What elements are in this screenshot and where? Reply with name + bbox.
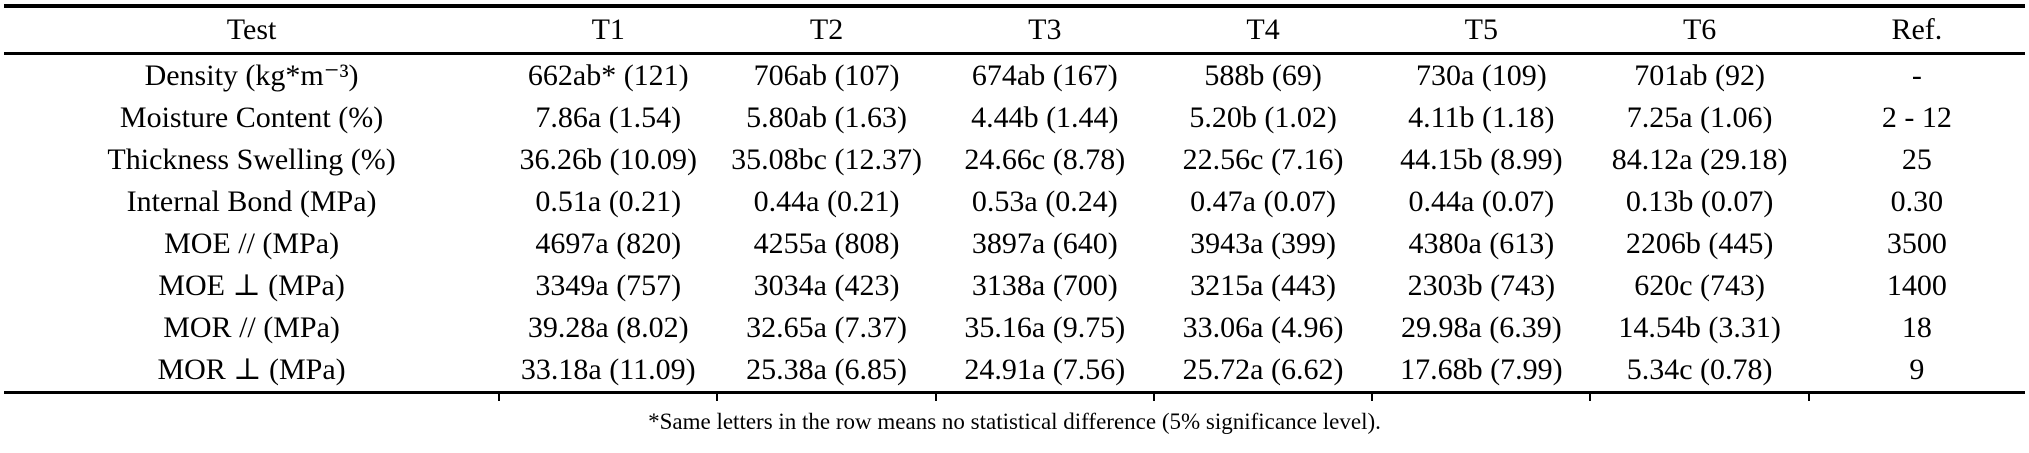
table-cell: 9 [1909, 353, 1925, 386]
header-cell-t4: T4 [1153, 6, 1373, 55]
table-cell: 4.44b (1.44) [971, 101, 1119, 134]
table-cell: 14.54b (3.31) [1618, 311, 1781, 344]
tick-cell [934, 391, 1154, 401]
table-cell: 18 [1901, 311, 1932, 344]
table-cell: 4.11b (1.18) [1408, 101, 1555, 134]
table-footnote: *Same letters in the row means no statis… [648, 409, 1381, 434]
tick-cell [4, 391, 500, 401]
tick-cell [716, 391, 936, 401]
header-cell-t5: T5 [1372, 6, 1591, 55]
table-cell: 7.25a (1.06) [1626, 101, 1773, 134]
table-cell: 0.44a (0.07) [1408, 185, 1555, 218]
table-cell: 3500 [1886, 227, 1947, 260]
table-cell: 0.30 [1890, 185, 1944, 218]
table-cell: 35.16a (9.75) [964, 311, 1126, 344]
table-row-mor-perpendicular: MOR ⊥ (MPa) 33.18a (11.09) 25.38a (6.85)… [4, 349, 2025, 393]
row-label: MOR // (MPa) [163, 311, 340, 344]
table-cell: 4255a (808) [753, 227, 900, 260]
table-cell: 3215a (443) [1190, 269, 1336, 302]
table-cell: 0.13b (0.07) [1625, 185, 1774, 218]
header-cell-t2: T2 [717, 6, 936, 55]
bottom-rule-column-ticks [4, 391, 2025, 401]
table-body: Density (kg*m⁻³) 662ab* (121) 706ab (107… [4, 54, 2025, 401]
table-cell: 1400 [1886, 269, 1947, 302]
table-cell: 39.28a (8.02) [527, 311, 689, 344]
table-row-moe-parallel: MOE // (MPa) 4697a (820) 4255a (808) 389… [4, 223, 2025, 265]
table-cell: - [1911, 59, 1922, 92]
table-cell: 5.20b (1.02) [1189, 101, 1337, 134]
table-cell: 588b (69) [1204, 59, 1322, 92]
table-cell: 2303b (743) [1407, 269, 1556, 302]
table-cell: 3897a (640) [971, 227, 1118, 260]
table-cell: 25.72a (6.62) [1182, 353, 1344, 386]
table-cell: 0.53a (0.24) [971, 185, 1118, 218]
row-label: Density (kg*m⁻³) [144, 59, 359, 92]
table-cell: 33.06a (4.96) [1182, 311, 1344, 344]
table-row-internal-bond: Internal Bond (MPa) 0.51a (0.21) 0.44a (… [4, 181, 2025, 223]
table-cell: 0.47a (0.07) [1190, 185, 1336, 218]
table-cell: 44.15b (8.99) [1400, 143, 1563, 176]
tick-cell [1371, 391, 1591, 401]
row-label: Thickness Swelling (%) [107, 143, 396, 176]
table-row-moe-perpendicular: MOE ⊥ (MPa) 3349a (757) 3034a (423) 3138… [4, 265, 2025, 307]
table-cell: 32.65a (7.37) [746, 311, 907, 344]
table-cell: 620c (743) [1634, 269, 1765, 302]
table-cell: 24.91a (7.56) [964, 353, 1126, 386]
table-cell: 662ab* (121) [527, 59, 689, 92]
row-label: MOR ⊥ (MPa) [157, 353, 346, 386]
table-cell: 701ab (92) [1634, 59, 1765, 92]
table-cell: 22.56c (7.16) [1182, 143, 1344, 176]
table-row-moisture-content: Moisture Content (%) 7.86a (1.54) 5.80ab… [4, 97, 2025, 139]
table-cell: 17.68b (7.99) [1400, 353, 1563, 386]
table-cell: 0.51a (0.21) [535, 185, 682, 218]
table-cell: 0.44a (0.21) [753, 185, 900, 218]
table-cell: 2 - 12 [1881, 101, 1952, 134]
paper-table-figure: Test T1 T2 T3 T4 T5 T6 Ref. Density (kg*… [4, 4, 2025, 434]
table-cell: 7.86a (1.54) [535, 101, 682, 134]
table-row-thickness-swelling: Thickness Swelling (%) 36.26b (10.09) 35… [4, 139, 2025, 181]
table-cell: 674ab (167) [971, 59, 1118, 92]
row-label: MOE ⊥ (MPa) [158, 269, 345, 302]
table-cell: 25.38a (6.85) [746, 353, 907, 386]
table-cell: 36.26b (10.09) [519, 143, 698, 176]
tick-cell [1589, 391, 1809, 401]
table-cell: 35.08bc (12.37) [731, 143, 922, 176]
table-cell: 730a (109) [1415, 59, 1547, 92]
table-header: Test T1 T2 T3 T4 T5 T6 Ref. [4, 6, 2025, 55]
table-cell: 29.98a (6.39) [1400, 311, 1562, 344]
table-cell: 3138a (700) [971, 269, 1118, 302]
header-cell-t6: T6 [1590, 6, 1809, 55]
header-cell-t3: T3 [935, 6, 1154, 55]
tick-cell [1807, 391, 2025, 401]
tick-cell [1152, 391, 1373, 401]
results-table: Test T1 T2 T3 T4 T5 T6 Ref. Density (kg*… [4, 4, 2025, 401]
table-cell: 706ab (107) [753, 59, 900, 92]
table-cell: 5.80ab (1.63) [746, 101, 907, 134]
header-cell-t1: T1 [499, 6, 718, 55]
header-cell-ref: Ref. [1808, 6, 2025, 55]
table-cell: 3943a (399) [1190, 227, 1336, 260]
table-cell: 3349a (757) [535, 269, 682, 302]
tick-cell [498, 391, 718, 401]
table-cell: 5.34c (0.78) [1626, 353, 1773, 386]
table-row-mor-parallel: MOR // (MPa) 39.28a (8.02) 32.65a (7.37)… [4, 307, 2025, 349]
table-cell: 25 [1901, 143, 1932, 176]
header-cell-test: Test [4, 6, 500, 55]
table-row-density: Density (kg*m⁻³) 662ab* (121) 706ab (107… [4, 54, 2025, 98]
row-label: Internal Bond (MPa) [126, 185, 377, 218]
table-cell: 33.18a (11.09) [520, 353, 696, 386]
table-cell: 24.66c (8.78) [964, 143, 1126, 176]
header-row: Test T1 T2 T3 T4 T5 T6 Ref. [4, 6, 2025, 55]
table-cell: 4697a (820) [535, 227, 682, 260]
table-cell: 3034a (423) [753, 269, 900, 302]
table-cell: 84.12a (29.18) [1611, 143, 1788, 176]
table-cell: 2206b (445) [1625, 227, 1774, 260]
row-label: Moisture Content (%) [119, 101, 384, 134]
table-cell: 4380a (613) [1408, 227, 1555, 260]
row-label: MOE // (MPa) [164, 227, 340, 260]
